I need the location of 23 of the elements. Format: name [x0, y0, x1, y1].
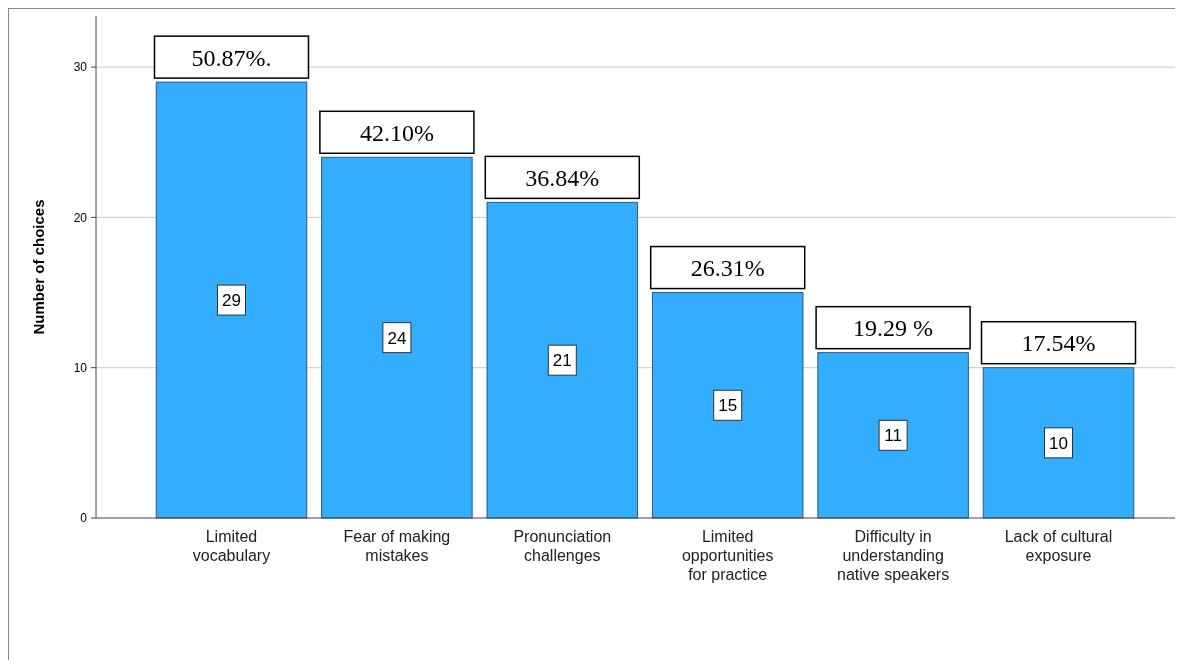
x-tick-label: Limited vocabulary [192, 528, 271, 564]
y-tick-label: 20 [73, 210, 88, 225]
annotation: 19.29 % [853, 315, 934, 342]
annotation: 50.87%. [191, 44, 272, 71]
y-tick-label: 0 [80, 511, 88, 526]
x-tick-label: Difficulty in understanding native speakers [837, 528, 950, 583]
data-label: 24 [387, 328, 407, 348]
y-tick-label: 30 [73, 60, 88, 75]
y-tick-label: 10 [73, 360, 88, 375]
data-label: 10 [1049, 433, 1068, 453]
data-label: 29 [222, 291, 241, 311]
x-tick-label: Lack of cultural exposure [1004, 528, 1113, 564]
data-label: 15 [718, 396, 738, 416]
x-tick-label: Fear of making mistakes [343, 528, 451, 564]
x-tick-label: Pronunciation challenges [513, 528, 612, 564]
y-axis-title: Number of choices [30, 199, 47, 335]
annotation: 17.54% [1021, 330, 1096, 357]
annotation: 36.84% [525, 164, 600, 191]
data-label: 11 [884, 426, 902, 446]
annotation: 42.10% [359, 119, 434, 146]
x-tick-label: Limited opportunities for practice [681, 528, 774, 583]
annotation: 26.31% [690, 254, 765, 281]
data-label: 21 [552, 351, 572, 371]
